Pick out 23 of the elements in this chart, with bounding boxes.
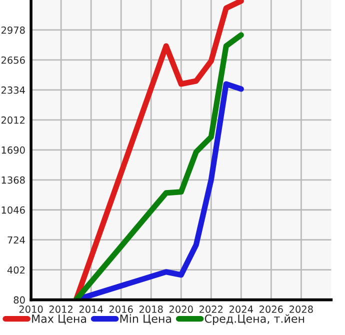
y-tick-label: 402 (7, 266, 25, 274)
legend-label: Min Цена (120, 314, 172, 324)
y-tick-label: 1368 (2, 176, 25, 184)
x-tick-label: 2018 (139, 306, 163, 313)
y-tick-label: 80 (14, 296, 25, 304)
y-tick-label: 2656 (1, 56, 25, 64)
legend-label: Сред.Цена, т.йен (204, 314, 304, 325)
x-tick-label: 2010 (19, 306, 43, 313)
x-tick-label: 2022 (199, 306, 223, 313)
y-tick-label: 2012 (1, 116, 25, 124)
y-tick-label: 2978 (1, 26, 25, 34)
x-tick-label: 2026 (260, 306, 283, 313)
legend-label: Max Цена (32, 314, 86, 324)
x-tick-label: 2016 (109, 306, 133, 313)
x-tick-label: 2012 (49, 306, 72, 313)
x-tick-label: 2024 (229, 306, 253, 313)
x-tick-label: 2020 (169, 306, 193, 313)
y-tick-label: 724 (8, 236, 25, 244)
x-tick-label: 2028 (290, 306, 313, 313)
y-tick-label: 1046 (2, 206, 25, 214)
y-tick-label: 2334 (1, 86, 25, 94)
y-tick-label: 1690 (2, 146, 25, 154)
x-tick-label: 2014 (79, 306, 103, 313)
